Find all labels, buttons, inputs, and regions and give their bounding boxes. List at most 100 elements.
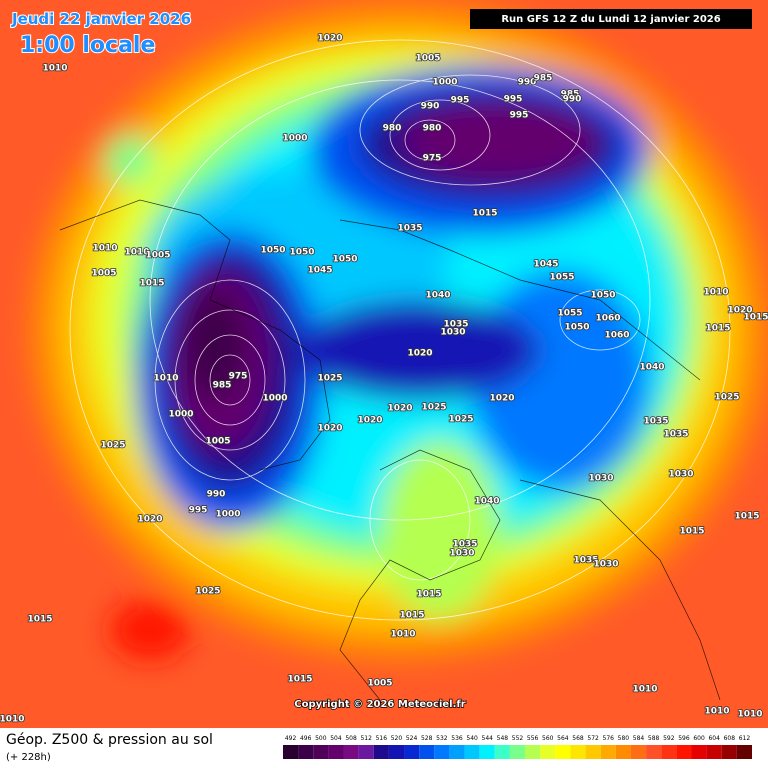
isobar-label: 1055 — [557, 309, 582, 319]
isobar-label: 1005 — [415, 54, 440, 64]
isobar-label: 1025 — [421, 403, 446, 413]
colorbar-swatch — [373, 745, 389, 759]
colorbar-tick-label: 600 — [693, 735, 705, 742]
isobar-label: 1015 — [139, 279, 164, 289]
copyright: Copyright © 2026 Meteociel.fr — [294, 699, 465, 710]
colorbar-tick-label: 528 — [421, 735, 433, 742]
isobar-label: 1045 — [533, 260, 558, 270]
product-title: Géop. Z500 & pression au sol — [6, 732, 213, 748]
forecast-date: Jeudi 22 janvier 2026 — [11, 10, 191, 28]
isobar-label: 1020 — [317, 34, 342, 44]
colorbar-swatch — [283, 745, 299, 759]
colorbar-tick-label: 576 — [603, 735, 615, 742]
colorbar-swatch — [509, 745, 526, 759]
isobar-label: 995 — [451, 96, 470, 106]
isobar-label: 1040 — [639, 363, 664, 373]
isobar-label: 975 — [423, 154, 442, 164]
isobar-label: 1025 — [714, 393, 739, 403]
isobar-label: 990 — [563, 95, 582, 105]
colorbar-swatch — [434, 745, 450, 759]
isobar-label: 1020 — [317, 424, 342, 434]
colorbar-swatch — [464, 745, 480, 759]
isobar-label: 1010 — [0, 715, 25, 725]
isobar-label: 1015 — [743, 313, 768, 323]
isobar-label: 1025 — [448, 415, 473, 425]
colorbar-swatch — [328, 745, 344, 759]
isobar-label: 995 — [510, 111, 529, 121]
isobar-label: 1000 — [432, 78, 457, 88]
colorbar-swatch — [525, 745, 541, 759]
isobar-label: 1020 — [407, 349, 432, 359]
isobar-label: 985 — [213, 381, 232, 391]
colorbar-swatch — [479, 745, 495, 759]
isobar-label: 1005 — [91, 269, 116, 279]
isobar-label: 1010 — [153, 374, 178, 384]
colorbar-tick-label: 504 — [330, 735, 342, 742]
isobar-label: 1015 — [705, 324, 730, 334]
colorbar-tick-label: 572 — [587, 735, 599, 742]
colorbar-tick-label: 556 — [527, 735, 539, 742]
colorbar-tick-label: 540 — [466, 735, 478, 742]
isobar-label: 1020 — [387, 404, 412, 414]
lead-time: (+ 228h) — [6, 752, 51, 763]
colorbar-swatch — [691, 745, 707, 759]
colorbar-swatch — [615, 745, 631, 759]
colorbar-tick-label: 508 — [345, 735, 357, 742]
isobar-label: 1025 — [317, 374, 342, 384]
isobar-label: 1030 — [588, 474, 613, 484]
isobar-label: 1050 — [590, 291, 615, 301]
run-info: Run GFS 12 Z du Lundi 12 janvier 2026 — [501, 14, 720, 25]
isobar-label: 1015 — [287, 675, 312, 685]
isobar-label: 1035 — [443, 320, 468, 330]
colorbar-tick-label: 536 — [451, 735, 463, 742]
colorbar-tick-label: 584 — [633, 735, 645, 742]
colorbar-tick-label: 492 — [285, 735, 297, 742]
colorbar-tick-label: 596 — [678, 735, 690, 742]
colorbar-swatch — [540, 745, 556, 759]
isobar-label: 985 — [534, 74, 553, 84]
colorbar-swatch — [343, 745, 359, 759]
isobar-label: 1020 — [137, 515, 162, 525]
isobar-label: 990 — [421, 102, 440, 112]
colorbar-swatch — [661, 745, 677, 759]
isobar-label: 1025 — [100, 441, 125, 451]
isobar-label: 1005 — [205, 437, 230, 447]
isobar-label: 1010 — [42, 64, 67, 74]
isobar-label: 1050 — [260, 246, 285, 256]
isobar-label: 1010 — [632, 685, 657, 695]
isobar-label: 1015 — [416, 590, 441, 600]
isobar-label: 1040 — [425, 291, 450, 301]
colorbar-swatch — [630, 745, 647, 759]
isobar-label: 1010 — [390, 630, 415, 640]
colorbar-tick-label: 516 — [376, 735, 388, 742]
isobar-label: 1035 — [397, 224, 422, 234]
isobar-label: 1000 — [262, 394, 287, 404]
isobar-label: 1035 — [643, 417, 668, 427]
colorbar-swatch — [358, 745, 374, 759]
colorbar-swatch — [706, 745, 722, 759]
colorbar-tick-label: 524 — [406, 735, 418, 742]
isobar-label: 1055 — [549, 273, 574, 283]
colorbar-tick-label: 592 — [663, 735, 675, 742]
colorbar-tick-label: 552 — [512, 735, 524, 742]
colorbar-tick-label: 544 — [482, 735, 494, 742]
isobar-label: 1015 — [679, 527, 704, 537]
colorbar-tick-label: 580 — [618, 735, 630, 742]
colorbar-swatch — [555, 745, 571, 759]
isobar-label: 1050 — [332, 255, 357, 265]
isobar-label: 1010 — [124, 248, 149, 258]
isobar-label: 995 — [504, 95, 523, 105]
isobar-label: 1010 — [737, 710, 762, 720]
isobar-label: 1010 — [92, 244, 117, 254]
colorbar-swatch — [736, 745, 752, 759]
isobar-label: 1040 — [474, 497, 499, 507]
isobars — [69, 39, 731, 621]
colorbar-swatch — [494, 745, 510, 759]
colorbar-tick-label: 500 — [315, 735, 327, 742]
colorbar-swatch — [404, 745, 420, 759]
isobar-label: 1030 — [668, 470, 693, 480]
isobar-label: 1025 — [195, 587, 220, 597]
